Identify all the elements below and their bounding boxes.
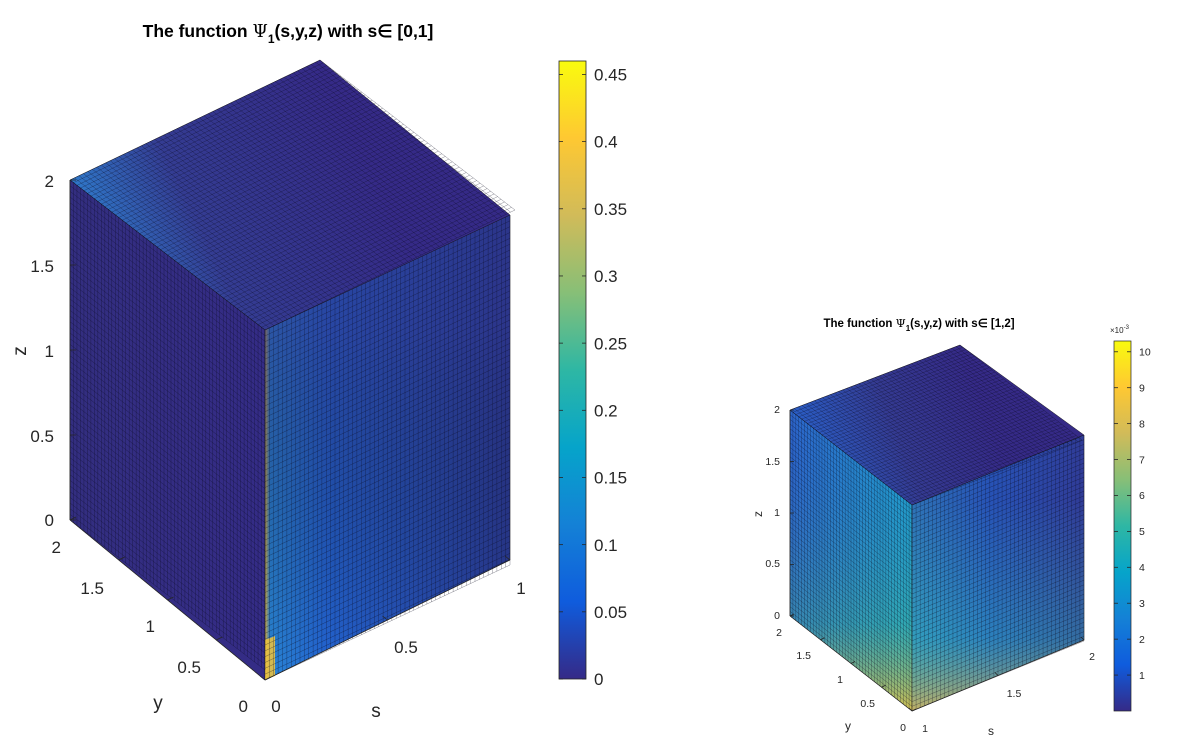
chart-2-colorbar-tick-label: 3 — [1139, 598, 1145, 610]
chart-1-z-label: z — [10, 346, 31, 356]
chart-2-mesh — [789, 344, 1085, 712]
chart-2-title: The function Ψ1(s,y,z) with s∈ [1,2] — [823, 316, 1014, 333]
chart-1-z-tick-label: 1.5 — [30, 257, 54, 276]
chart-1-x-tick — [259, 675, 266, 681]
chart-1-mesh — [69, 59, 516, 681]
chart-1-y-tick — [118, 556, 125, 561]
chart-1-colorbar-tick-label: 0.2 — [594, 401, 618, 420]
chart-1-y-label: y — [153, 693, 163, 714]
chart-2-z-tick-label: 0.5 — [765, 558, 780, 570]
chart-2-x-tick — [908, 707, 913, 712]
chart-2-colorbar-tick-label: 1 — [1139, 670, 1145, 682]
chart-2-y-tick-label: 0 — [900, 722, 906, 734]
chart-1-y-tick-label: 1 — [146, 617, 155, 636]
chart-2-z-tick-label: 2 — [774, 404, 780, 416]
chart-2-y-tick — [850, 661, 856, 664]
chart-2-colorbar-tick-label: 7 — [1139, 454, 1145, 466]
chart-1-colorbar-tick-label: 0.15 — [594, 469, 627, 488]
chart-2-y-tick — [820, 637, 825, 641]
chart-1-x-tick-label: 1 — [516, 579, 525, 598]
chart-2-colorbar-tick-label: 6 — [1139, 490, 1145, 502]
chart-2-colorbar-tick-label: 8 — [1139, 418, 1145, 430]
chart-2-x-tick-label: 1.5 — [1007, 688, 1022, 700]
chart-1-ticks — [69, 179, 511, 681]
chart-1-y-tick-label: 2 — [52, 538, 61, 557]
chart-2-colorbar — [1113, 340, 1132, 712]
chart-2-z-tick-label: 0 — [774, 610, 780, 622]
chart-1-colorbar-tick-label: 0.05 — [594, 603, 627, 622]
chart-2-z-tick-label: 1.5 — [765, 456, 780, 468]
chart-1-colorbar-tick-label: 0.35 — [594, 200, 627, 219]
chart-2-ticks — [789, 409, 1085, 712]
chart-1-z-tick-label: 0.5 — [30, 427, 54, 446]
chart-1-z-tick-label: 0 — [45, 511, 54, 530]
chart-2-y-tick-label: 1 — [837, 674, 843, 686]
chart-1-x-tick-label: 0.5 — [394, 638, 418, 657]
chart-1-colorbar — [558, 60, 587, 680]
chart-1-colorbar-tick-label: 0.4 — [594, 133, 618, 152]
chart-2-colorbar-ticks: 1 2 3 4 5 6 7 8 9 10 — [1114, 347, 1151, 682]
chart-1-y-tick — [216, 636, 223, 641]
chart-2-y-tick-label: 2 — [776, 627, 782, 639]
chart-2-x-tick — [994, 672, 999, 676]
chart-1-colorbar-tick-label: 0.25 — [594, 334, 627, 353]
chart-1-colorbar-tick-label: 0.1 — [594, 536, 618, 555]
chart-2-y-tick — [881, 684, 886, 688]
chart-1-y-tick-label: 1.5 — [80, 579, 104, 598]
chart-2-z-label: z — [751, 511, 765, 517]
chart-2-colorbar-tick-label: 10 — [1139, 347, 1151, 359]
chart-1: The function Ψ1(s,y,z) with s∈ [0,1] 0 0… — [10, 21, 627, 722]
chart-2-colorbar-tick-label: 5 — [1139, 526, 1145, 538]
chart-1-x-label: s — [371, 701, 381, 722]
chart-2-y-tick — [789, 613, 795, 617]
chart-2-z-tick-label: 1 — [774, 507, 780, 519]
chart-2-x-label: s — [988, 724, 994, 738]
chart-2: The function Ψ1(s,y,z) with s∈ [1,2] 0 0… — [751, 316, 1151, 738]
chart-1-colorbar-tick-label: 0 — [594, 670, 603, 689]
chart-1-y-tick-label: 0.5 — [177, 658, 201, 677]
chart-2-x-tick-label: 1 — [922, 723, 928, 735]
chart-2-colorbar-tick-label: 4 — [1139, 562, 1145, 574]
chart-1-x-tick — [504, 555, 511, 561]
chart-1-y-tick — [264, 676, 272, 681]
chart-1-y-tick — [167, 596, 174, 601]
chart-2-colorbar-exponent: ×10-3 — [1110, 325, 1130, 335]
chart-2-colorbar-tick-label: 9 — [1139, 382, 1145, 394]
chart-1-z-tick-label: 1 — [45, 342, 54, 361]
chart-2-colorbar-tick-label: 2 — [1139, 634, 1145, 646]
chart-2-y-tick-label: 1.5 — [796, 650, 811, 662]
chart-2-y-tick — [911, 708, 917, 712]
chart-1-title: The function Ψ1(s,y,z) with s∈ [0,1] — [143, 21, 434, 46]
chart-1-top-mesh — [69, 59, 516, 331]
chart-1-colorbar-tick-label: 0.45 — [594, 66, 627, 85]
chart-1-x-tick — [382, 615, 388, 621]
chart-1-colorbar-ticks: 0 0.05 0.1 0.15 0.2 0.25 0.3 0.35 0.4 0.45 — [559, 66, 627, 689]
chart-2-x-tick — [1080, 636, 1085, 641]
chart-2-y-tick-label: 0.5 — [860, 698, 875, 710]
chart-2-y-label: y — [845, 719, 851, 733]
chart-2-x-tick-label: 2 — [1089, 651, 1095, 663]
chart-1-max-region — [265, 636, 275, 680]
chart-1-y-tick — [69, 516, 77, 521]
chart-2-top-mesh — [789, 344, 1083, 506]
chart-1-z-tick-label: 2 — [45, 172, 54, 191]
chart-1-y-tick-label: 0 — [239, 697, 248, 716]
chart-1-colorbar-tick-label: 0.3 — [594, 267, 618, 286]
chart-1-x-tick-label: 0 — [271, 697, 280, 716]
